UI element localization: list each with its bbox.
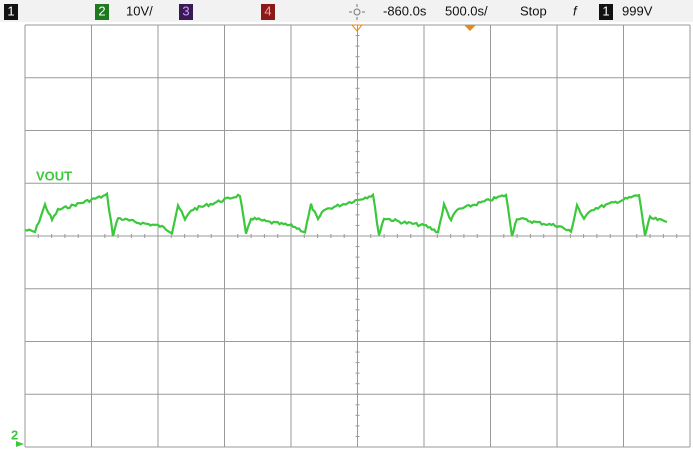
trigger-level: 999V: [622, 3, 653, 18]
ch4: 4: [264, 3, 271, 18]
ch2-scale: 10V/: [126, 3, 153, 18]
ch2-box: [95, 4, 109, 20]
delay: -860.0s: [383, 3, 427, 18]
ch3: 3: [182, 3, 189, 18]
ch3-box: [179, 4, 193, 20]
trace-label: VOUT: [36, 168, 72, 183]
trigger-icon: f: [573, 3, 578, 18]
waveform: [24, 191, 668, 237]
timebase: 500.0s/: [445, 3, 488, 18]
ch1-box: [4, 4, 18, 20]
ch4-box: [261, 4, 275, 20]
grid: [24, 24, 691, 448]
status-bar: [0, 0, 693, 22]
trace-marker: 2: [11, 427, 18, 442]
trigger-ch-box: [599, 4, 613, 20]
delay-icon: [349, 4, 365, 20]
trace-marker-arrow: [16, 441, 24, 447]
trigger-ch: 1: [602, 3, 609, 18]
ch1: 1: [7, 3, 14, 18]
ch2: 2: [98, 3, 105, 18]
run-state: Stop: [520, 3, 547, 18]
trigger-marker: [464, 25, 476, 31]
delay-marker: [350, 24, 364, 32]
